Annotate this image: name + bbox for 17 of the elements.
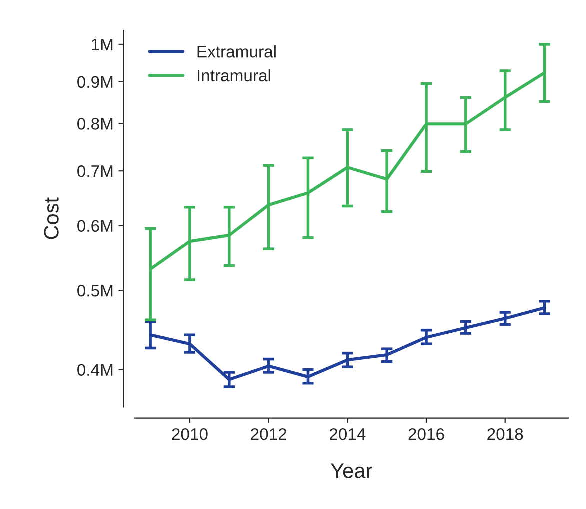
- y-axis-title: Cost: [44, 198, 59, 240]
- x-tick-label: 2014: [330, 428, 366, 440]
- legend-label: Intramural: [198, 69, 270, 82]
- legend-label: Extramural: [198, 46, 276, 58]
- x-tick-label: 2010: [172, 428, 208, 440]
- y-tick-label: 1M: [92, 39, 113, 51]
- y-tick-label: 0.9M: [78, 76, 113, 88]
- y-tick-label: 0.4M: [78, 364, 113, 376]
- y-tick-label: 0.7M: [78, 166, 113, 178]
- y-tick-label: 0.8M: [78, 118, 113, 130]
- x-axis-title: Year: [331, 464, 372, 478]
- x-tick-label: 2016: [408, 428, 444, 440]
- line-series: [149, 306, 546, 382]
- y-tick-label: 0.5M: [78, 284, 113, 297]
- y-tick-label: 0.6M: [78, 220, 113, 232]
- x-tick-label: 2012: [251, 428, 287, 440]
- x-tick-label: 2018: [488, 428, 524, 440]
